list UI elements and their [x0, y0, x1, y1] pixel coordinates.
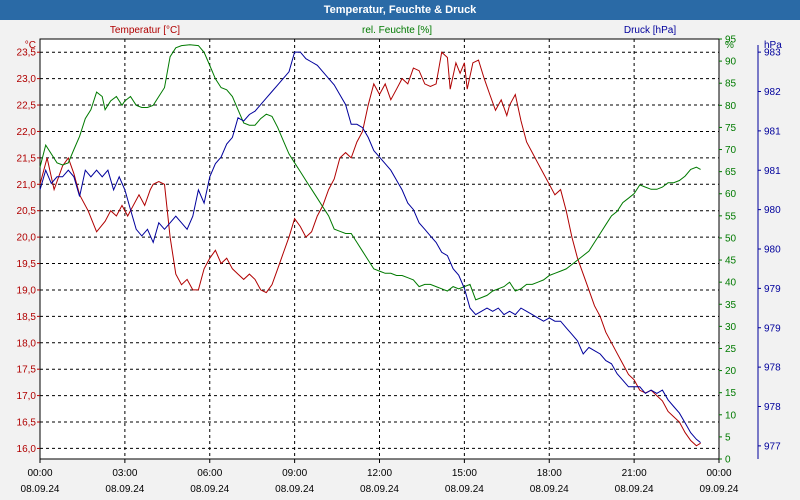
humidity-tick-label: 65 — [725, 167, 737, 178]
pressure-unit: hPa — [764, 40, 782, 51]
x-tick-time: 00:00 — [706, 468, 731, 479]
x-tick-time: 15:00 — [452, 468, 477, 479]
temperature-tick-label: 22,5 — [17, 101, 37, 112]
pressure-tick-label: 982 — [764, 87, 781, 98]
temperature-tick-label: 20,0 — [17, 233, 37, 244]
humidity-tick-label: 30 — [725, 322, 737, 333]
humidity-tick-label: 60 — [725, 189, 737, 200]
humidity-tick-label: 55 — [725, 211, 737, 222]
humidity-tick-label: 50 — [725, 233, 737, 244]
grid — [39, 38, 720, 460]
humidity-tick-label: 25 — [725, 344, 737, 355]
temperature-tick-label: 23,0 — [17, 74, 37, 85]
temperature-series-label: Temperatur [°C] — [110, 25, 180, 36]
temperature-tick-label: 17,0 — [17, 391, 37, 402]
pressure-series-label: Druck [hPa] — [624, 25, 676, 36]
x-tick-date: 08.09.24 — [530, 484, 569, 495]
x-tick-date: 08.09.24 — [360, 484, 399, 495]
temperature-tick-label: 19,5 — [17, 259, 37, 270]
x-tick-date: 08.09.24 — [105, 484, 144, 495]
pressure-tick-label: 981 — [764, 166, 781, 177]
x-tick-time: 12:00 — [367, 468, 392, 479]
humidity-line — [39, 44, 701, 301]
pressure-line — [39, 51, 701, 443]
temperature-tick-label: 21,0 — [17, 180, 37, 191]
humidity-tick-label: 75 — [725, 123, 737, 134]
humidity-tick-label: 45 — [725, 256, 737, 267]
temperature-tick-label: 22,0 — [17, 127, 37, 138]
pressure-tick-label: 980 — [764, 245, 781, 256]
humidity-tick-label: 5 — [725, 432, 731, 443]
humidity-tick-label: 15 — [725, 388, 737, 399]
pressure-tick-label: 981 — [764, 126, 781, 137]
temperature-tick-label: 18,0 — [17, 338, 37, 349]
x-tick-time: 21:00 — [622, 468, 647, 479]
chart-title: Temperatur, Feuchte & Druck — [0, 0, 800, 20]
x-tick-time: 00:00 — [27, 468, 52, 479]
pressure-tick-label: 980 — [764, 205, 781, 216]
humidity-tick-label: 10 — [725, 410, 737, 421]
pressure-tick-label: 978 — [764, 402, 781, 413]
axis-labels: 00:00 08.09.24 03:00 08.09.24 06:00 08.09.24 0… — [17, 25, 783, 495]
pressure-tick-label: 979 — [764, 323, 781, 334]
x-tick-time: 09:00 — [282, 468, 307, 479]
pressure-tick-label: 979 — [764, 284, 781, 295]
temperature-tick-label: 16,0 — [17, 444, 37, 455]
temperature-tick-label: 18,5 — [17, 312, 37, 323]
humidity-tick-label: 20 — [725, 366, 737, 377]
humidity-tick-label: 85 — [725, 79, 737, 90]
temperature-tick-label: 20,5 — [17, 206, 37, 217]
temperature-tick-label: 23,5 — [17, 48, 37, 59]
temperature-unit: °C — [25, 40, 36, 51]
x-tick-date: 08.09.24 — [275, 484, 314, 495]
humidity-tick-label: 80 — [725, 101, 737, 112]
x-tick-date: 08.09.24 — [445, 484, 484, 495]
pressure-tick-label: 978 — [764, 363, 781, 374]
x-tick-date: 08.09.24 — [190, 484, 229, 495]
x-tick-date: 08.09.24 — [615, 484, 654, 495]
pressure-tick-label: 983 — [764, 48, 781, 59]
temperature-tick-label: 21,5 — [17, 153, 37, 164]
x-tick-date: 09.09.24 — [700, 484, 739, 495]
axes — [37, 38, 761, 463]
temperature-tick-label: 17,5 — [17, 365, 37, 376]
x-tick-date: 08.09.24 — [21, 484, 60, 495]
temperature-tick-label: 19,0 — [17, 285, 37, 296]
temperature-line — [39, 51, 701, 447]
temperature-tick-label: 16,5 — [17, 418, 37, 429]
series-lines — [39, 44, 701, 447]
pressure-tick-label: 977 — [764, 441, 781, 452]
x-tick-time: 06:00 — [197, 468, 222, 479]
humidity-unit: % — [725, 40, 734, 51]
humidity-tick-label: 0 — [725, 455, 731, 466]
humidity-tick-label: 95 — [725, 35, 737, 46]
humidity-tick-label: 70 — [725, 145, 737, 156]
x-tick-time: 18:00 — [537, 468, 562, 479]
humidity-series-label: rel. Feuchte [%] — [362, 25, 432, 36]
humidity-tick-label: 90 — [725, 57, 737, 68]
humidity-tick-label: 40 — [725, 278, 737, 289]
x-tick-time: 03:00 — [112, 468, 137, 479]
humidity-tick-label: 35 — [725, 300, 737, 311]
